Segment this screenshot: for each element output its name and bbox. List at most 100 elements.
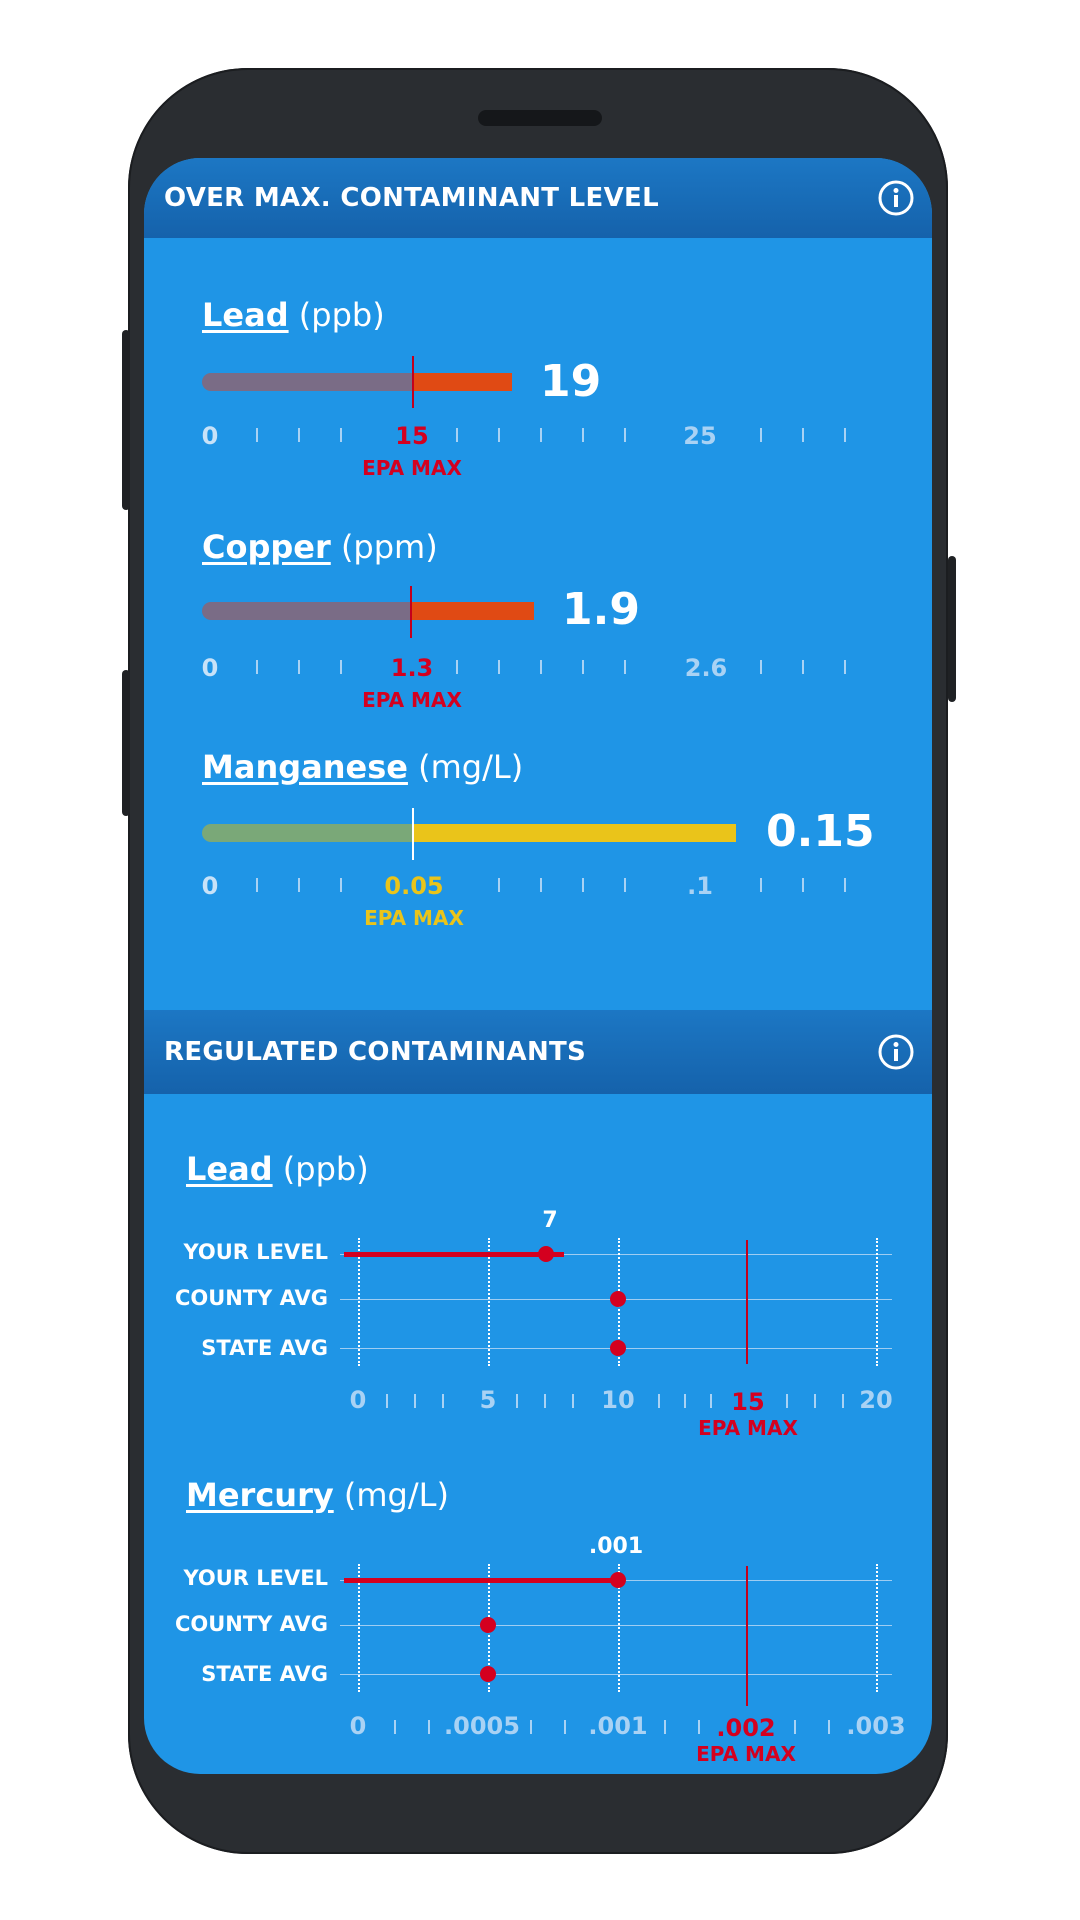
lead-label[interactable]: Lead (ppb) <box>202 296 385 334</box>
tick <box>530 1720 532 1734</box>
tick <box>760 660 762 674</box>
copper-tick-0: 0 <box>201 654 219 682</box>
reg-lead-row-county: COUNTY AVG <box>174 1286 328 1310</box>
manganese-bar-over <box>414 824 736 842</box>
tick <box>540 660 542 674</box>
tick <box>516 1394 518 1408</box>
tick <box>786 1394 788 1408</box>
copper-epa-label: EPA MAX <box>362 688 462 712</box>
manganese-tick-0: 0 <box>201 872 219 900</box>
manganese-bar-under <box>202 824 414 842</box>
tick <box>624 660 626 674</box>
manganese-name[interactable]: Manganese <box>202 748 408 786</box>
tick <box>624 878 626 892</box>
tick <box>386 1394 388 1408</box>
tick <box>256 660 258 674</box>
reg-mercury-axis-1: .0005 <box>444 1712 520 1740</box>
tick <box>624 428 626 442</box>
tick <box>340 428 342 442</box>
tick <box>456 428 458 442</box>
info-icon[interactable] <box>878 1034 914 1070</box>
app-screen: OVER MAX. CONTAMINANT LEVEL Lead (ppb) 1… <box>144 158 932 1774</box>
tick <box>256 428 258 442</box>
tick <box>442 1394 444 1408</box>
tick <box>298 878 300 892</box>
reg-lead-dot-your <box>538 1246 554 1262</box>
tick <box>564 1720 566 1734</box>
reg-mercury-your-bar <box>344 1578 618 1583</box>
tick <box>428 1720 430 1734</box>
lead-tick-epa: 15 <box>395 422 429 450</box>
reg-lead-axis-4: 20 <box>859 1386 893 1414</box>
manganese-label[interactable]: Manganese (mg/L) <box>202 748 523 786</box>
tick <box>844 878 846 892</box>
vgrid <box>358 1564 360 1692</box>
tick <box>582 428 584 442</box>
reg-mercury-epa-label: EPA MAX <box>696 1742 796 1766</box>
reg-lead-your-bar <box>344 1252 564 1257</box>
gridline <box>340 1625 892 1626</box>
reg-lead-label[interactable]: Lead (ppb) <box>186 1150 369 1188</box>
lead-bar-under <box>202 373 414 391</box>
tick <box>544 1394 546 1408</box>
reg-mercury-label[interactable]: Mercury (mg/L) <box>186 1476 449 1514</box>
reg-lead-axis-epa: 15 <box>731 1388 765 1416</box>
tick <box>540 428 542 442</box>
manganese-value: 0.15 <box>766 806 875 857</box>
regulated-title: REGULATED CONTAMINANTS <box>164 1037 587 1067</box>
reg-lead-axis-2: 10 <box>601 1386 635 1414</box>
copper-unit: (ppm) <box>340 528 438 566</box>
tick <box>582 660 584 674</box>
vgrid <box>488 1238 490 1366</box>
reg-lead-dot-state <box>610 1340 626 1356</box>
manganese-epa-label: EPA MAX <box>364 906 464 930</box>
tick <box>498 660 500 674</box>
vgrid <box>618 1564 620 1692</box>
tick <box>760 428 762 442</box>
tick <box>394 1720 396 1734</box>
tick <box>844 428 846 442</box>
copper-bar-over <box>412 602 534 620</box>
reg-mercury-axis-epa: .002 <box>716 1714 776 1742</box>
tick <box>498 878 500 892</box>
tick <box>582 878 584 892</box>
reg-mercury-unit: (mg/L) <box>343 1476 449 1514</box>
tick <box>698 1720 700 1734</box>
tick <box>340 878 342 892</box>
reg-lead-epa-label: EPA MAX <box>698 1416 798 1440</box>
reg-mercury-epa-line <box>746 1566 748 1706</box>
tick <box>498 428 500 442</box>
tick <box>802 428 804 442</box>
tick <box>802 878 804 892</box>
copper-value: 1.9 <box>562 584 640 635</box>
reg-lead-row-state: STATE AVG <box>201 1336 328 1360</box>
info-icon[interactable] <box>878 180 914 216</box>
over-max-title: OVER MAX. CONTAMINANT LEVEL <box>164 183 659 213</box>
tick <box>340 660 342 674</box>
tick <box>414 1394 416 1408</box>
lead-bar-over <box>414 373 512 391</box>
lead-epa-label: EPA MAX <box>362 456 462 480</box>
tick <box>684 1394 686 1408</box>
reg-mercury-dot-state <box>480 1666 496 1682</box>
tick <box>298 660 300 674</box>
tick <box>814 1394 816 1408</box>
regulated-header: REGULATED CONTAMINANTS <box>144 1010 932 1094</box>
manganese-tick-mid: .1 <box>687 872 713 900</box>
tick <box>664 1720 666 1734</box>
copper-bar-under <box>202 602 412 620</box>
reg-mercury-axis-4: .003 <box>846 1712 906 1740</box>
tick <box>540 878 542 892</box>
reg-mercury-your-value: .001 <box>588 1534 644 1559</box>
tick <box>572 1394 574 1408</box>
reg-lead-name[interactable]: Lead <box>186 1150 273 1188</box>
gridline <box>340 1254 892 1255</box>
copper-label[interactable]: Copper (ppm) <box>202 528 438 566</box>
lead-name[interactable]: Lead <box>202 296 289 334</box>
reg-mercury-name[interactable]: Mercury <box>186 1476 334 1514</box>
reg-mercury-row-your: YOUR LEVEL <box>183 1566 328 1590</box>
reg-lead-epa-line <box>746 1240 748 1364</box>
copper-name[interactable]: Copper <box>202 528 331 566</box>
vgrid <box>876 1238 878 1366</box>
reg-lead-row-your: YOUR LEVEL <box>183 1240 328 1264</box>
